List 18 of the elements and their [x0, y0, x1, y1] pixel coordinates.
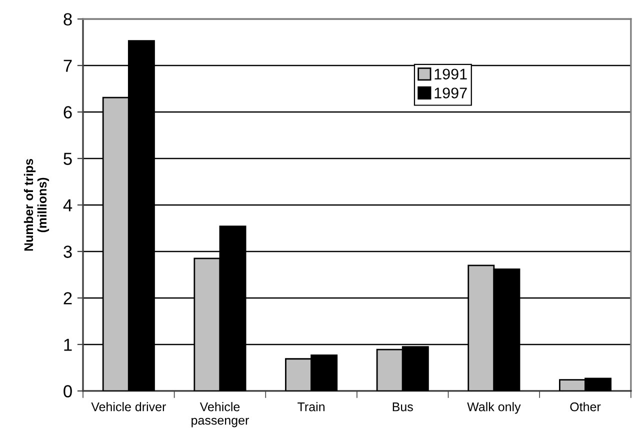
- y-tick-label: 6: [64, 106, 72, 118]
- legend-label: 1991: [434, 68, 467, 80]
- y-tick-label: 1: [64, 338, 72, 351]
- y-tick-label: 4: [63, 199, 72, 212]
- x-tick-label: Train: [298, 402, 324, 412]
- y-tick-label: 2: [64, 292, 72, 304]
- y-tick-label: 0: [64, 385, 72, 398]
- y-tick-label: 3: [64, 246, 72, 258]
- legend-label: 1997: [434, 88, 467, 98]
- y-tick-label: 7: [64, 60, 72, 72]
- x-tick-label: Vehicle passenger: [192, 402, 249, 428]
- y-tick-label: 8: [64, 13, 72, 26]
- x-tick-label: Other: [570, 402, 601, 412]
- y-tick-label: 5: [64, 152, 72, 165]
- x-tick-label: Vehicle driver: [91, 402, 166, 412]
- x-tick-label: Walk only: [467, 402, 521, 414]
- y-axis-title: Number of trips (millions): [24, 158, 50, 251]
- x-tick-label: Bus: [392, 402, 413, 412]
